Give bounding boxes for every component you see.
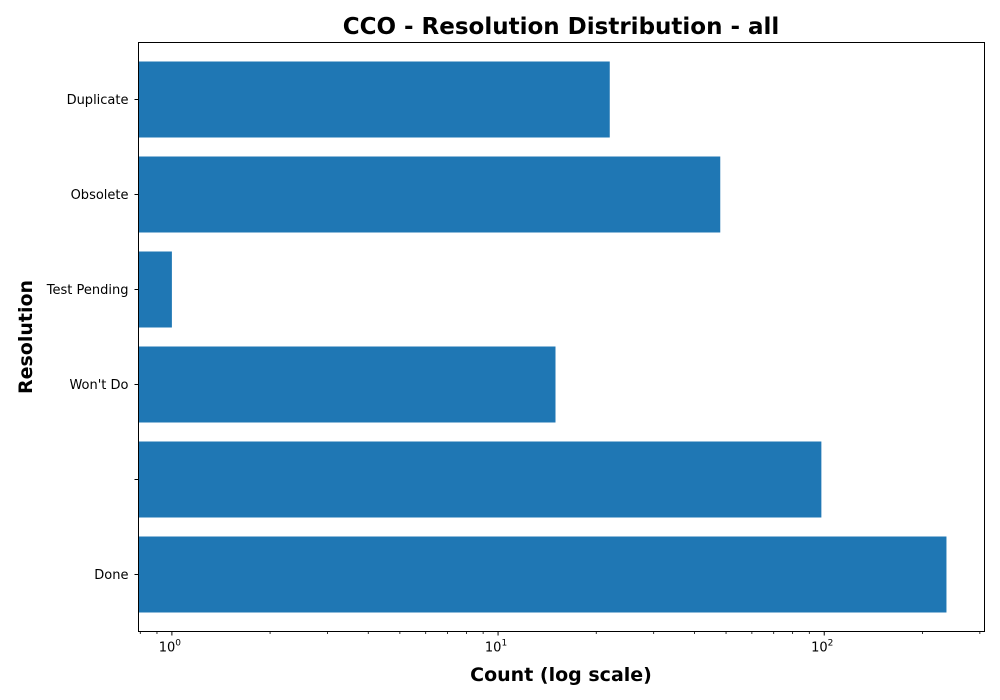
y-tick-label: Duplicate — [67, 93, 129, 108]
x-tick-label: 102 — [811, 639, 833, 656]
x-tick-label: 100 — [159, 639, 182, 656]
chart-title: CCO - Resolution Distribution - all — [343, 14, 780, 40]
bar — [138, 346, 556, 423]
x-axis-label: Count (log scale) — [470, 664, 652, 686]
y-tick-label: Test Pending — [46, 283, 129, 298]
x-tick-label: 101 — [485, 639, 507, 656]
bar — [138, 61, 610, 138]
plot-frame — [138, 42, 985, 632]
y-tick-label: Won't Do — [69, 378, 128, 393]
y-ticks-group: Done Won't Do Test Pending Obsolete Duplicat… — [46, 93, 139, 583]
bars-group — [138, 61, 947, 613]
y-tick-label: Obsolete — [71, 188, 129, 203]
y-tick-label: Done — [94, 568, 128, 583]
bar — [138, 156, 721, 233]
y-axis-label: Resolution — [15, 280, 37, 394]
bar — [138, 536, 947, 613]
x-ticks-group: 100 101 102 — [139, 631, 981, 656]
bar — [138, 441, 822, 518]
bar — [138, 251, 172, 328]
